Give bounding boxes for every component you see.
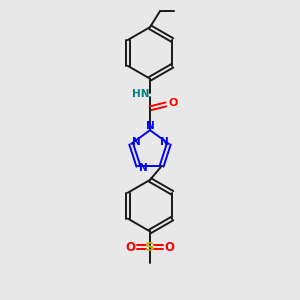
Text: O: O: [165, 241, 175, 254]
Text: O: O: [168, 98, 178, 108]
Text: N: N: [132, 137, 140, 147]
Text: HN: HN: [132, 88, 150, 98]
Text: N: N: [146, 121, 154, 131]
Text: O: O: [125, 241, 135, 254]
Text: S: S: [145, 241, 155, 254]
Text: N: N: [160, 137, 168, 147]
Text: N: N: [139, 163, 148, 173]
